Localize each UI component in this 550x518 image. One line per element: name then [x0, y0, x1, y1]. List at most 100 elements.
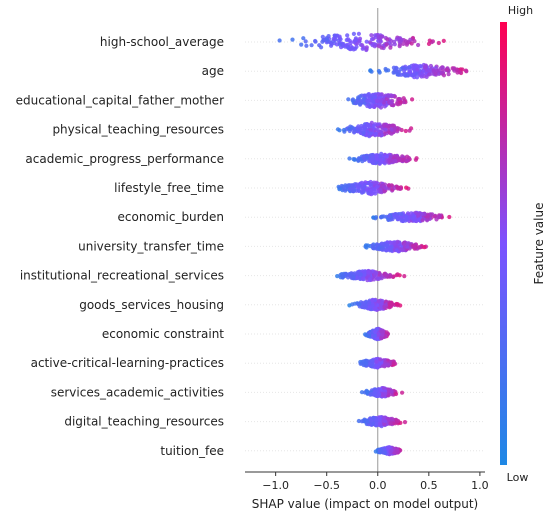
- shap-point: [390, 416, 395, 421]
- shap-point: [309, 43, 314, 48]
- shap-point: [356, 95, 361, 100]
- shap-point: [301, 36, 306, 41]
- feature-label: digital_teaching_resources: [64, 415, 224, 429]
- feature-label: age: [202, 64, 224, 78]
- shap-point: [391, 65, 396, 70]
- shap-point: [375, 276, 380, 281]
- shap-point: [344, 43, 349, 48]
- shap-point: [364, 39, 369, 44]
- shap-point: [373, 191, 378, 196]
- shap-point: [374, 242, 379, 247]
- shap-point: [383, 127, 388, 132]
- shap-point: [324, 37, 329, 42]
- shap-point: [378, 305, 383, 310]
- shap-point: [395, 239, 400, 244]
- shap-point: [367, 277, 372, 283]
- shap-point: [372, 187, 377, 192]
- shap-point: [386, 217, 391, 222]
- shap-point: [397, 126, 402, 131]
- shap-point: [416, 212, 421, 217]
- shap-point: [351, 157, 356, 162]
- shap-point: [365, 94, 370, 99]
- shap-point: [419, 211, 424, 217]
- shap-point: [403, 128, 408, 134]
- shap-point: [392, 39, 397, 44]
- shap-point: [313, 39, 318, 44]
- shap-point: [400, 390, 405, 395]
- shap-point: [370, 155, 376, 160]
- shap-point: [385, 93, 390, 98]
- shap-point: [352, 271, 357, 276]
- shap-point: [444, 67, 450, 72]
- shap-point: [353, 101, 358, 106]
- feature-label: lifestyle_free_time: [114, 181, 224, 195]
- shap-point: [364, 187, 369, 192]
- shap-point: [407, 69, 413, 74]
- shap-point: [381, 122, 387, 127]
- shap-point: [361, 276, 366, 281]
- shap-point: [353, 38, 359, 43]
- feature-label: active-critical-learning-practices: [31, 356, 224, 370]
- shap-point: [358, 272, 363, 277]
- shap-point: [389, 127, 394, 133]
- shap-point: [374, 157, 379, 162]
- shap-point: [369, 159, 374, 164]
- shap-point: [375, 364, 381, 369]
- shap-point: [347, 156, 352, 161]
- shap-point: [414, 64, 419, 69]
- shap-point: [375, 184, 380, 189]
- shap-point: [346, 183, 351, 188]
- shap-point: [345, 33, 350, 38]
- shap-point: [394, 37, 399, 42]
- shap-point: [418, 63, 423, 69]
- shap-point: [424, 74, 429, 79]
- shap-point: [304, 43, 309, 48]
- shap-point: [360, 43, 365, 48]
- shap-point: [384, 154, 389, 159]
- shap-point: [382, 304, 387, 310]
- shap-point: [405, 241, 410, 246]
- feature-label: services_academic_activities: [51, 385, 224, 399]
- shap-point: [410, 97, 415, 102]
- shap-point: [337, 187, 342, 192]
- shap-point: [320, 39, 325, 44]
- shap-point: [378, 357, 383, 362]
- shap-dots: [277, 31, 469, 457]
- shap-point: [374, 359, 379, 364]
- shap-point: [373, 449, 378, 454]
- shap-point: [384, 186, 389, 191]
- shap-point: [405, 154, 410, 159]
- feature-label: physical_teaching_resources: [52, 123, 224, 137]
- shap-point: [417, 245, 422, 250]
- feature-label: economic constraint: [102, 327, 224, 341]
- shap-point: [370, 358, 375, 363]
- shap-point: [370, 243, 375, 248]
- shap-point: [389, 389, 394, 394]
- shap-point: [387, 301, 392, 307]
- shap-point: [440, 65, 445, 70]
- shap-point: [391, 361, 396, 366]
- shap-point: [377, 92, 382, 97]
- shap-point: [349, 46, 354, 51]
- shap-point: [375, 388, 380, 393]
- shap-point: [368, 128, 373, 133]
- shap-point: [337, 128, 342, 133]
- shap-point: [433, 71, 438, 76]
- shap-point: [332, 37, 337, 42]
- shap-point: [359, 304, 365, 310]
- shap-point: [348, 40, 353, 46]
- shap-point: [379, 448, 384, 453]
- shap-point: [362, 93, 367, 98]
- shap-point: [374, 99, 379, 104]
- shap-point: [396, 97, 401, 102]
- shap-point: [404, 158, 409, 163]
- shap-point: [409, 73, 414, 78]
- shap-point: [419, 74, 424, 79]
- shap-point: [417, 217, 422, 222]
- shap-point: [395, 447, 400, 452]
- shap-point: [415, 75, 420, 80]
- shap-point: [364, 333, 369, 338]
- shap-point: [378, 189, 383, 194]
- feature-label: educational_capital_father_mother: [16, 93, 224, 107]
- shap-point: [369, 182, 374, 188]
